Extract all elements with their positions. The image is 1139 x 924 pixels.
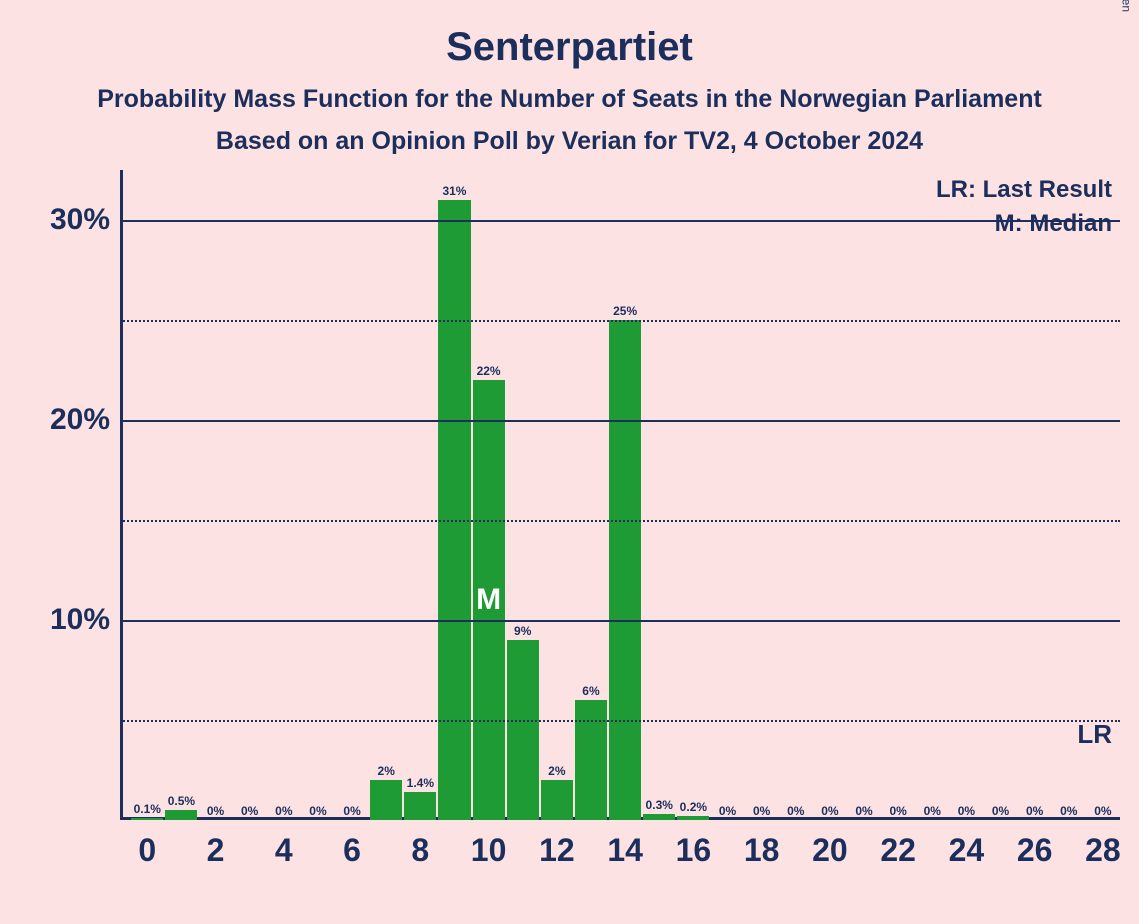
bar: 25% [609,320,641,820]
grid-minor [120,320,1120,322]
bar-value-label: 0% [1026,804,1043,818]
bar: 2% [541,780,573,820]
chart-canvas: Senterpartiet Probability Mass Function … [0,0,1139,924]
bar-value-label: 2% [378,764,395,778]
x-tick-label: 2 [207,832,225,869]
y-tick-label: 10% [50,603,110,637]
bar: 9% [507,640,539,820]
bar-value-label: 25% [613,304,637,318]
bar: 31% [438,200,470,820]
x-tick-label: 28 [1085,832,1121,869]
bar-value-label: 0% [343,804,360,818]
bar-value-label: 0% [787,804,804,818]
bar-value-label: 0% [241,804,258,818]
bar-value-label: 2% [548,764,565,778]
median-marker: M [476,583,501,617]
bar-value-label: 22% [477,364,501,378]
plot-area: 0.1%0.5%0%0%0%0%0%2%1.4%31%22%M9%2%6%25%… [120,170,1120,820]
y-tick-label: 30% [50,203,110,237]
bar-value-label: 0% [753,804,770,818]
x-tick-label: 0 [138,832,156,869]
legend-lr: LR: Last Result [936,176,1112,204]
bar-value-label: 0% [889,804,906,818]
bar-value-label: 0.5% [168,794,195,808]
bar-value-label: 0% [1060,804,1077,818]
bar: 0.2% [677,816,709,820]
bar: 0.3% [643,814,675,820]
x-tick-label: 26 [1017,832,1053,869]
bar: 6% [575,700,607,820]
bar-value-label: 0% [992,804,1009,818]
bar-value-label: 0% [309,804,326,818]
bars-layer: 0.1%0.5%0%0%0%0%0%2%1.4%31%22%M9%2%6%25%… [120,170,1120,820]
bar-value-label: 0.3% [646,798,673,812]
bar-value-label: 0.2% [680,800,707,814]
bar-value-label: 0% [1094,804,1111,818]
grid-major [120,420,1120,422]
x-tick-label: 12 [539,832,575,869]
bar-value-label: 0% [719,804,736,818]
bar: 2% [370,780,402,820]
bar-value-label: 0% [821,804,838,818]
bar: 0.5% [165,810,197,820]
chart-title: Senterpartiet [0,25,1139,70]
x-tick-label: 4 [275,832,293,869]
bar: 0.1% [131,818,163,820]
bar-value-label: 0% [924,804,941,818]
grid-major [120,620,1120,622]
bar-value-label: 9% [514,624,531,638]
bar: 22%M [473,380,505,820]
x-tick-label: 8 [411,832,429,869]
x-tick-label: 20 [812,832,848,869]
chart-subtitle-1: Probability Mass Function for the Number… [0,85,1139,114]
bar-value-label: 6% [582,684,599,698]
x-tick-label: 22 [880,832,916,869]
bar-value-label: 1.4% [407,776,434,790]
bar-value-label: 0% [275,804,292,818]
grid-minor [120,720,1120,722]
bar-value-label: 31% [442,184,466,198]
lr-marker: LR [1077,719,1112,750]
bar: 1.4% [404,792,436,820]
legend-m: M: Median [995,210,1112,238]
x-tick-label: 10 [471,832,507,869]
x-tick-label: 14 [607,832,643,869]
grid-major [120,220,1120,222]
chart-subtitle-2: Based on an Opinion Poll by Verian for T… [0,127,1139,156]
bar-value-label: 0% [958,804,975,818]
x-tick-label: 18 [744,832,780,869]
x-tick-label: 24 [949,832,985,869]
x-tick-label: 6 [343,832,361,869]
bar-value-label: 0% [855,804,872,818]
y-tick-label: 20% [50,403,110,437]
bar-value-label: 0.1% [134,802,161,816]
copyright-text: © 2024 Filip van Laenen [1119,0,1133,12]
grid-minor [120,520,1120,522]
bar-value-label: 0% [207,804,224,818]
x-tick-label: 16 [676,832,712,869]
